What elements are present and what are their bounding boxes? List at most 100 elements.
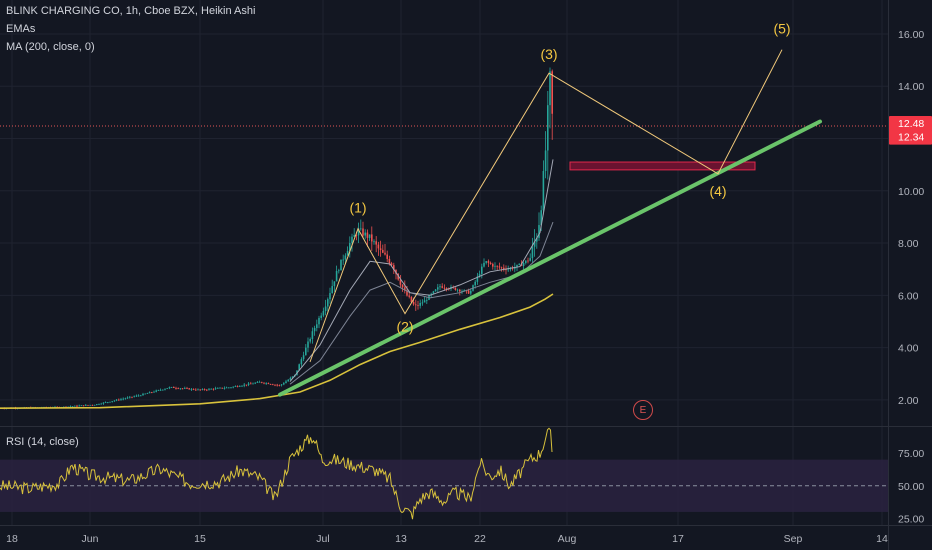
candle-body — [102, 402, 105, 404]
candle-body — [129, 396, 131, 398]
candle-body — [208, 388, 210, 390]
candle-body — [166, 388, 168, 390]
candle-body — [388, 258, 391, 264]
wave-path — [309, 49, 783, 363]
moving-averages — [0, 159, 554, 409]
candle-body — [140, 395, 142, 397]
candle-body — [71, 406, 74, 408]
candle-body — [329, 293, 331, 300]
candle-body — [333, 281, 336, 287]
x-tick-label: 14 — [876, 533, 888, 545]
ema-legend[interactable]: EMAs — [6, 23, 36, 35]
ma200-legend[interactable]: MA (200, close, 0) — [6, 41, 95, 53]
candle-body — [375, 241, 377, 245]
candle-body — [390, 263, 393, 266]
candle-body — [313, 327, 316, 332]
candle-body — [489, 262, 492, 265]
candle-body — [144, 393, 146, 395]
candle-body — [531, 246, 534, 259]
candle-body — [289, 377, 292, 380]
candle-body — [437, 287, 439, 290]
candle-body — [267, 383, 270, 385]
symbol-legend[interactable]: BLINK CHARGING CO, 1h, Cboe BZX, Heikin … — [6, 5, 256, 17]
earnings-badge[interactable]: E — [633, 400, 653, 420]
target-box — [569, 161, 756, 171]
candle-body — [223, 387, 226, 389]
candle-body — [419, 303, 421, 306]
candle-body — [151, 392, 153, 393]
wave-label-3: (3) — [540, 46, 557, 62]
y-tick-label: 14.00 — [898, 81, 924, 93]
x-tick-label: Jun — [82, 533, 99, 545]
candle-body — [355, 235, 358, 236]
candle-body — [133, 396, 135, 398]
y-tick-label: 8.00 — [898, 238, 919, 250]
candle-body — [503, 267, 505, 270]
candle-body — [309, 338, 311, 342]
candle-body — [432, 291, 435, 294]
x-tick-label: 13 — [395, 533, 407, 545]
candle-body — [298, 364, 300, 371]
candle-body — [206, 389, 208, 391]
x-tick-label: Sep — [784, 533, 803, 545]
candle-body — [351, 236, 353, 244]
candle-body — [276, 384, 278, 386]
candle-body — [195, 389, 197, 391]
candle-body — [412, 301, 415, 305]
candle-body — [173, 386, 175, 388]
candle-body — [89, 404, 91, 406]
rsi-tick-label: 75.00 — [898, 448, 924, 460]
candle-body — [107, 402, 109, 403]
trendline[interactable] — [278, 119, 822, 397]
candle-body — [382, 249, 384, 253]
candle-body — [536, 237, 538, 242]
price-label-text: 12.34 — [898, 132, 924, 144]
candle-body — [481, 266, 483, 274]
candle-body — [478, 273, 481, 277]
candle-body — [135, 395, 138, 397]
candle-body — [221, 387, 223, 389]
candle-body — [188, 388, 190, 390]
candle-body — [415, 304, 417, 306]
candle-body — [353, 235, 355, 237]
candle-body — [74, 405, 76, 407]
candle-body — [159, 389, 162, 391]
candle-body — [547, 105, 549, 151]
candle-body — [287, 379, 289, 382]
rsi-tick-label: 25.00 — [898, 513, 924, 525]
rsi-legend[interactable]: RSI (14, close) — [6, 436, 79, 448]
candle-body — [467, 290, 470, 294]
candle-body — [476, 276, 479, 282]
rsi-line — [0, 427, 553, 520]
candle-body — [85, 404, 87, 406]
elliott-wave-path[interactable] — [309, 49, 783, 363]
candle-body — [540, 210, 542, 226]
candle-body — [483, 262, 485, 267]
candle-body — [300, 359, 303, 365]
candle-body — [533, 241, 536, 247]
candle-body — [230, 387, 232, 389]
candle-body — [93, 404, 96, 406]
candle-body — [507, 269, 509, 271]
candle-body — [439, 286, 441, 288]
candle-body — [197, 389, 199, 391]
y-tick-label: 10.00 — [898, 186, 924, 198]
candle-body — [331, 286, 333, 294]
candle-body — [131, 396, 133, 398]
candle-body — [404, 287, 406, 291]
x-tick-label: 22 — [474, 533, 486, 545]
candle-body — [78, 405, 80, 407]
y-tick-label: 16.00 — [898, 29, 924, 41]
candle-body — [280, 384, 283, 386]
candle-body — [265, 383, 267, 384]
candle-body — [443, 287, 446, 289]
x-tick-label: 17 — [672, 533, 684, 545]
candle-body — [137, 395, 140, 397]
candle-body — [76, 405, 78, 407]
candle-body — [80, 405, 83, 407]
candle-body — [256, 381, 259, 383]
candle-body — [487, 261, 490, 263]
rsi-path — [0, 427, 553, 520]
candle-body — [142, 393, 144, 396]
